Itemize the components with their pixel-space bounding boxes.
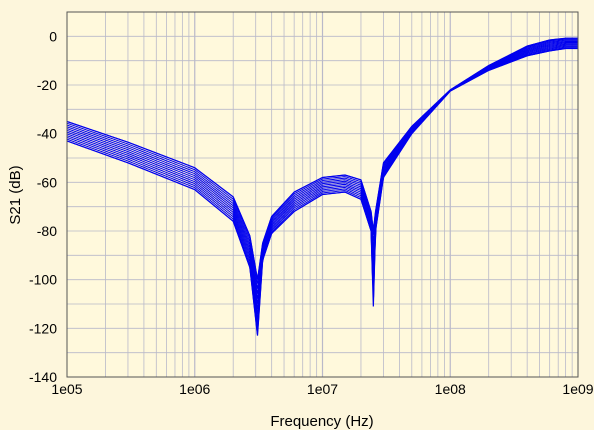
x-tick-label: 1e08 — [435, 381, 466, 397]
series-line — [66, 47, 578, 336]
y-axis-label: S21 (dB) — [7, 165, 24, 224]
y-tick-label: -80 — [37, 223, 57, 239]
y-tick-label: 0 — [49, 28, 57, 44]
y-tick-label: -100 — [29, 272, 57, 288]
y-tick-label: -60 — [37, 174, 57, 190]
x-tick-label: 1e07 — [307, 381, 338, 397]
x-tick-label: 1e05 — [51, 381, 82, 397]
x-tick-label: 1e06 — [179, 381, 210, 397]
y-tick-label: -40 — [37, 126, 57, 142]
x-axis-label: Frequency (Hz) — [270, 413, 373, 430]
series-line — [66, 37, 578, 280]
series-group — [66, 37, 578, 336]
y-tick-label: -120 — [29, 320, 57, 336]
y-tick-label: -20 — [37, 77, 57, 93]
y-tick-label: -140 — [29, 369, 57, 385]
x-tick-labels: 1e05 1e06 1e07 1e08 1e09 — [51, 381, 593, 397]
y-tick-labels: 0 -20 -40 -60 -80 -100 -120 -140 — [29, 28, 57, 385]
plot-frame — [66, 11, 579, 378]
x-tick-label: 1e09 — [562, 381, 593, 397]
